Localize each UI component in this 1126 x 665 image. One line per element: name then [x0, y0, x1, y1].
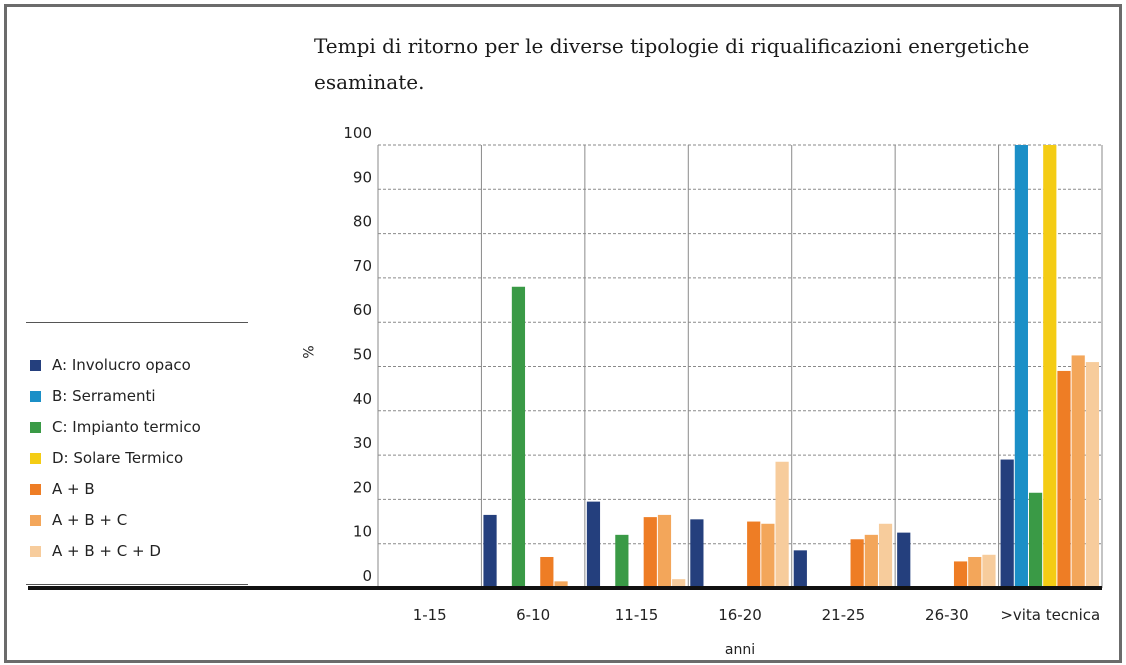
bar — [540, 556, 554, 588]
legend-item: D: Solare Termico — [30, 448, 183, 468]
y-tick-label: 10 — [353, 523, 372, 541]
bar — [850, 539, 864, 588]
bar — [761, 523, 775, 588]
legend-swatch — [30, 545, 41, 557]
legend-item: A + B + C + D — [30, 541, 161, 561]
x-tick-label: 21-25 — [822, 606, 866, 624]
bar — [1028, 492, 1043, 588]
bar — [1000, 459, 1014, 588]
bar — [953, 561, 968, 588]
legend-item: C: Impianto termico — [30, 417, 201, 437]
y-tick-label: 70 — [353, 257, 372, 275]
y-tick-label: 20 — [353, 478, 372, 496]
bar — [511, 286, 526, 588]
bar — [643, 517, 657, 588]
grid — [377, 144, 1103, 588]
bar — [864, 534, 878, 588]
y-tick-label: 100 — [343, 124, 372, 142]
y-tick-labels: 0 10 20 30 40 50 60 70 80 90 100 — [343, 124, 372, 585]
x-tick-label: 26-30 — [925, 606, 969, 624]
legend-swatch — [30, 359, 41, 371]
bar — [1071, 355, 1085, 588]
bar — [615, 534, 629, 588]
chart-frame — [4, 4, 1122, 663]
bar — [690, 519, 704, 588]
legend-swatch — [30, 514, 41, 526]
bar — [968, 556, 982, 588]
x-tick-label: >vita tecnica — [1000, 606, 1100, 624]
chart-title: Tempi di ritorno per le diverse tipologi… — [314, 34, 1030, 94]
y-axis-label: % — [299, 345, 315, 358]
bar — [897, 532, 911, 588]
legend-item: A + B — [30, 479, 95, 499]
bar — [483, 514, 497, 588]
legend-swatch — [30, 421, 41, 433]
bars — [28, 145, 1102, 590]
legend-label: A + B — [52, 480, 95, 498]
x-tick-label: 1-15 — [413, 606, 447, 624]
x-axis-label: anni — [725, 642, 755, 658]
bar — [1085, 362, 1099, 588]
legend-label: A + B + C — [52, 511, 128, 529]
bar — [1057, 370, 1071, 588]
legend-swatch — [30, 483, 41, 495]
x-tick-label: 6-10 — [516, 606, 550, 624]
legend: A: Involucro opaco B: Serramenti C: Impian… — [26, 322, 248, 585]
bar — [747, 521, 761, 588]
x-tick-label: 16-20 — [718, 606, 762, 624]
legend-swatch — [30, 452, 41, 464]
y-tick-label: 30 — [353, 434, 372, 452]
bar — [554, 581, 568, 588]
legend-item: B: Serramenti — [30, 386, 156, 406]
bar — [982, 554, 996, 588]
legend-item: A: Involucro opaco — [30, 355, 191, 375]
y-tick-label: 80 — [353, 213, 372, 231]
bar — [878, 523, 893, 588]
legend-item: A + B + C — [30, 510, 127, 530]
legend-label: A: Involucro opaco — [52, 356, 191, 374]
y-tick-label: 50 — [353, 346, 372, 364]
bar — [793, 550, 807, 588]
y-tick-label: 0 — [362, 567, 372, 585]
bar — [775, 461, 789, 588]
bar — [672, 579, 686, 588]
legend-label: D: Solare Termico — [52, 449, 184, 467]
y-tick-label: 40 — [353, 390, 372, 408]
bar — [1014, 145, 1028, 588]
y-tick-label: 90 — [353, 168, 372, 186]
x-tick-label: 11-15 — [615, 606, 659, 624]
legend-label: B: Serramenti — [52, 387, 156, 405]
legend-label: A + B + C + D — [52, 542, 161, 560]
bar — [657, 514, 672, 588]
y-tick-label: 60 — [353, 301, 372, 319]
legend-swatch — [30, 390, 41, 402]
bar — [1043, 145, 1057, 588]
x-tick-labels: 1-15 6-10 11-15 16-20 21-25 26-30 >vita tecnic… — [413, 606, 1101, 624]
legend-label: C: Impianto termico — [52, 418, 201, 436]
bar — [586, 501, 601, 588]
